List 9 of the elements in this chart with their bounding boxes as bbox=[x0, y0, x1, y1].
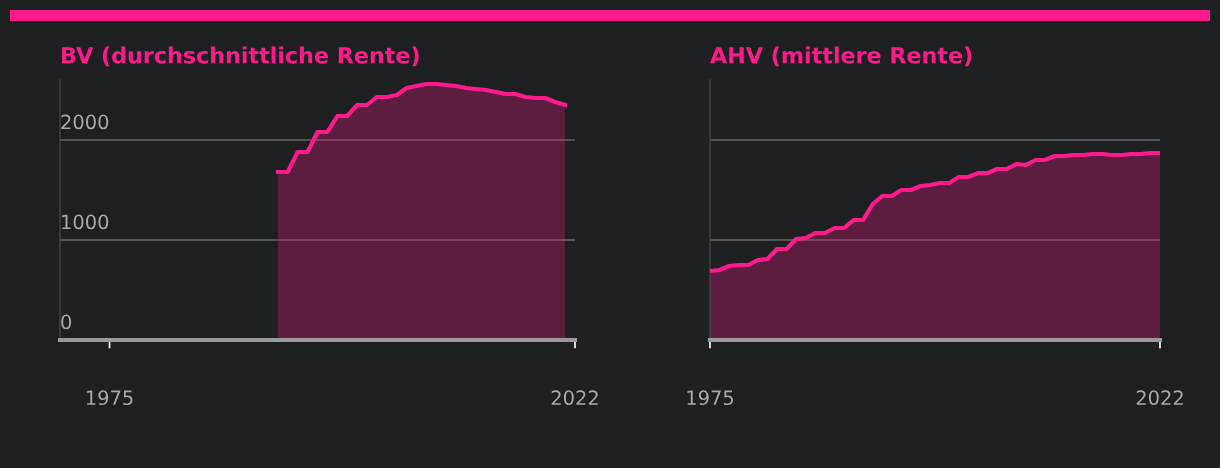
chart-title: BV (durchschnittliche Rente) bbox=[62, 46, 419, 67]
x-tick-label: 1975 bbox=[86, 390, 133, 406]
y-tick-label: 1000 bbox=[62, 214, 109, 230]
chart-title: AHV (mittlere Rente) bbox=[710, 46, 972, 67]
y-tick-label: 0 bbox=[61, 314, 72, 330]
x-tick-label: 1975 bbox=[687, 390, 734, 406]
x-tick-label: 2022 bbox=[1136, 390, 1183, 406]
y-tick-label: 2000 bbox=[61, 114, 109, 130]
x-tick-label: 2022 bbox=[551, 390, 598, 406]
